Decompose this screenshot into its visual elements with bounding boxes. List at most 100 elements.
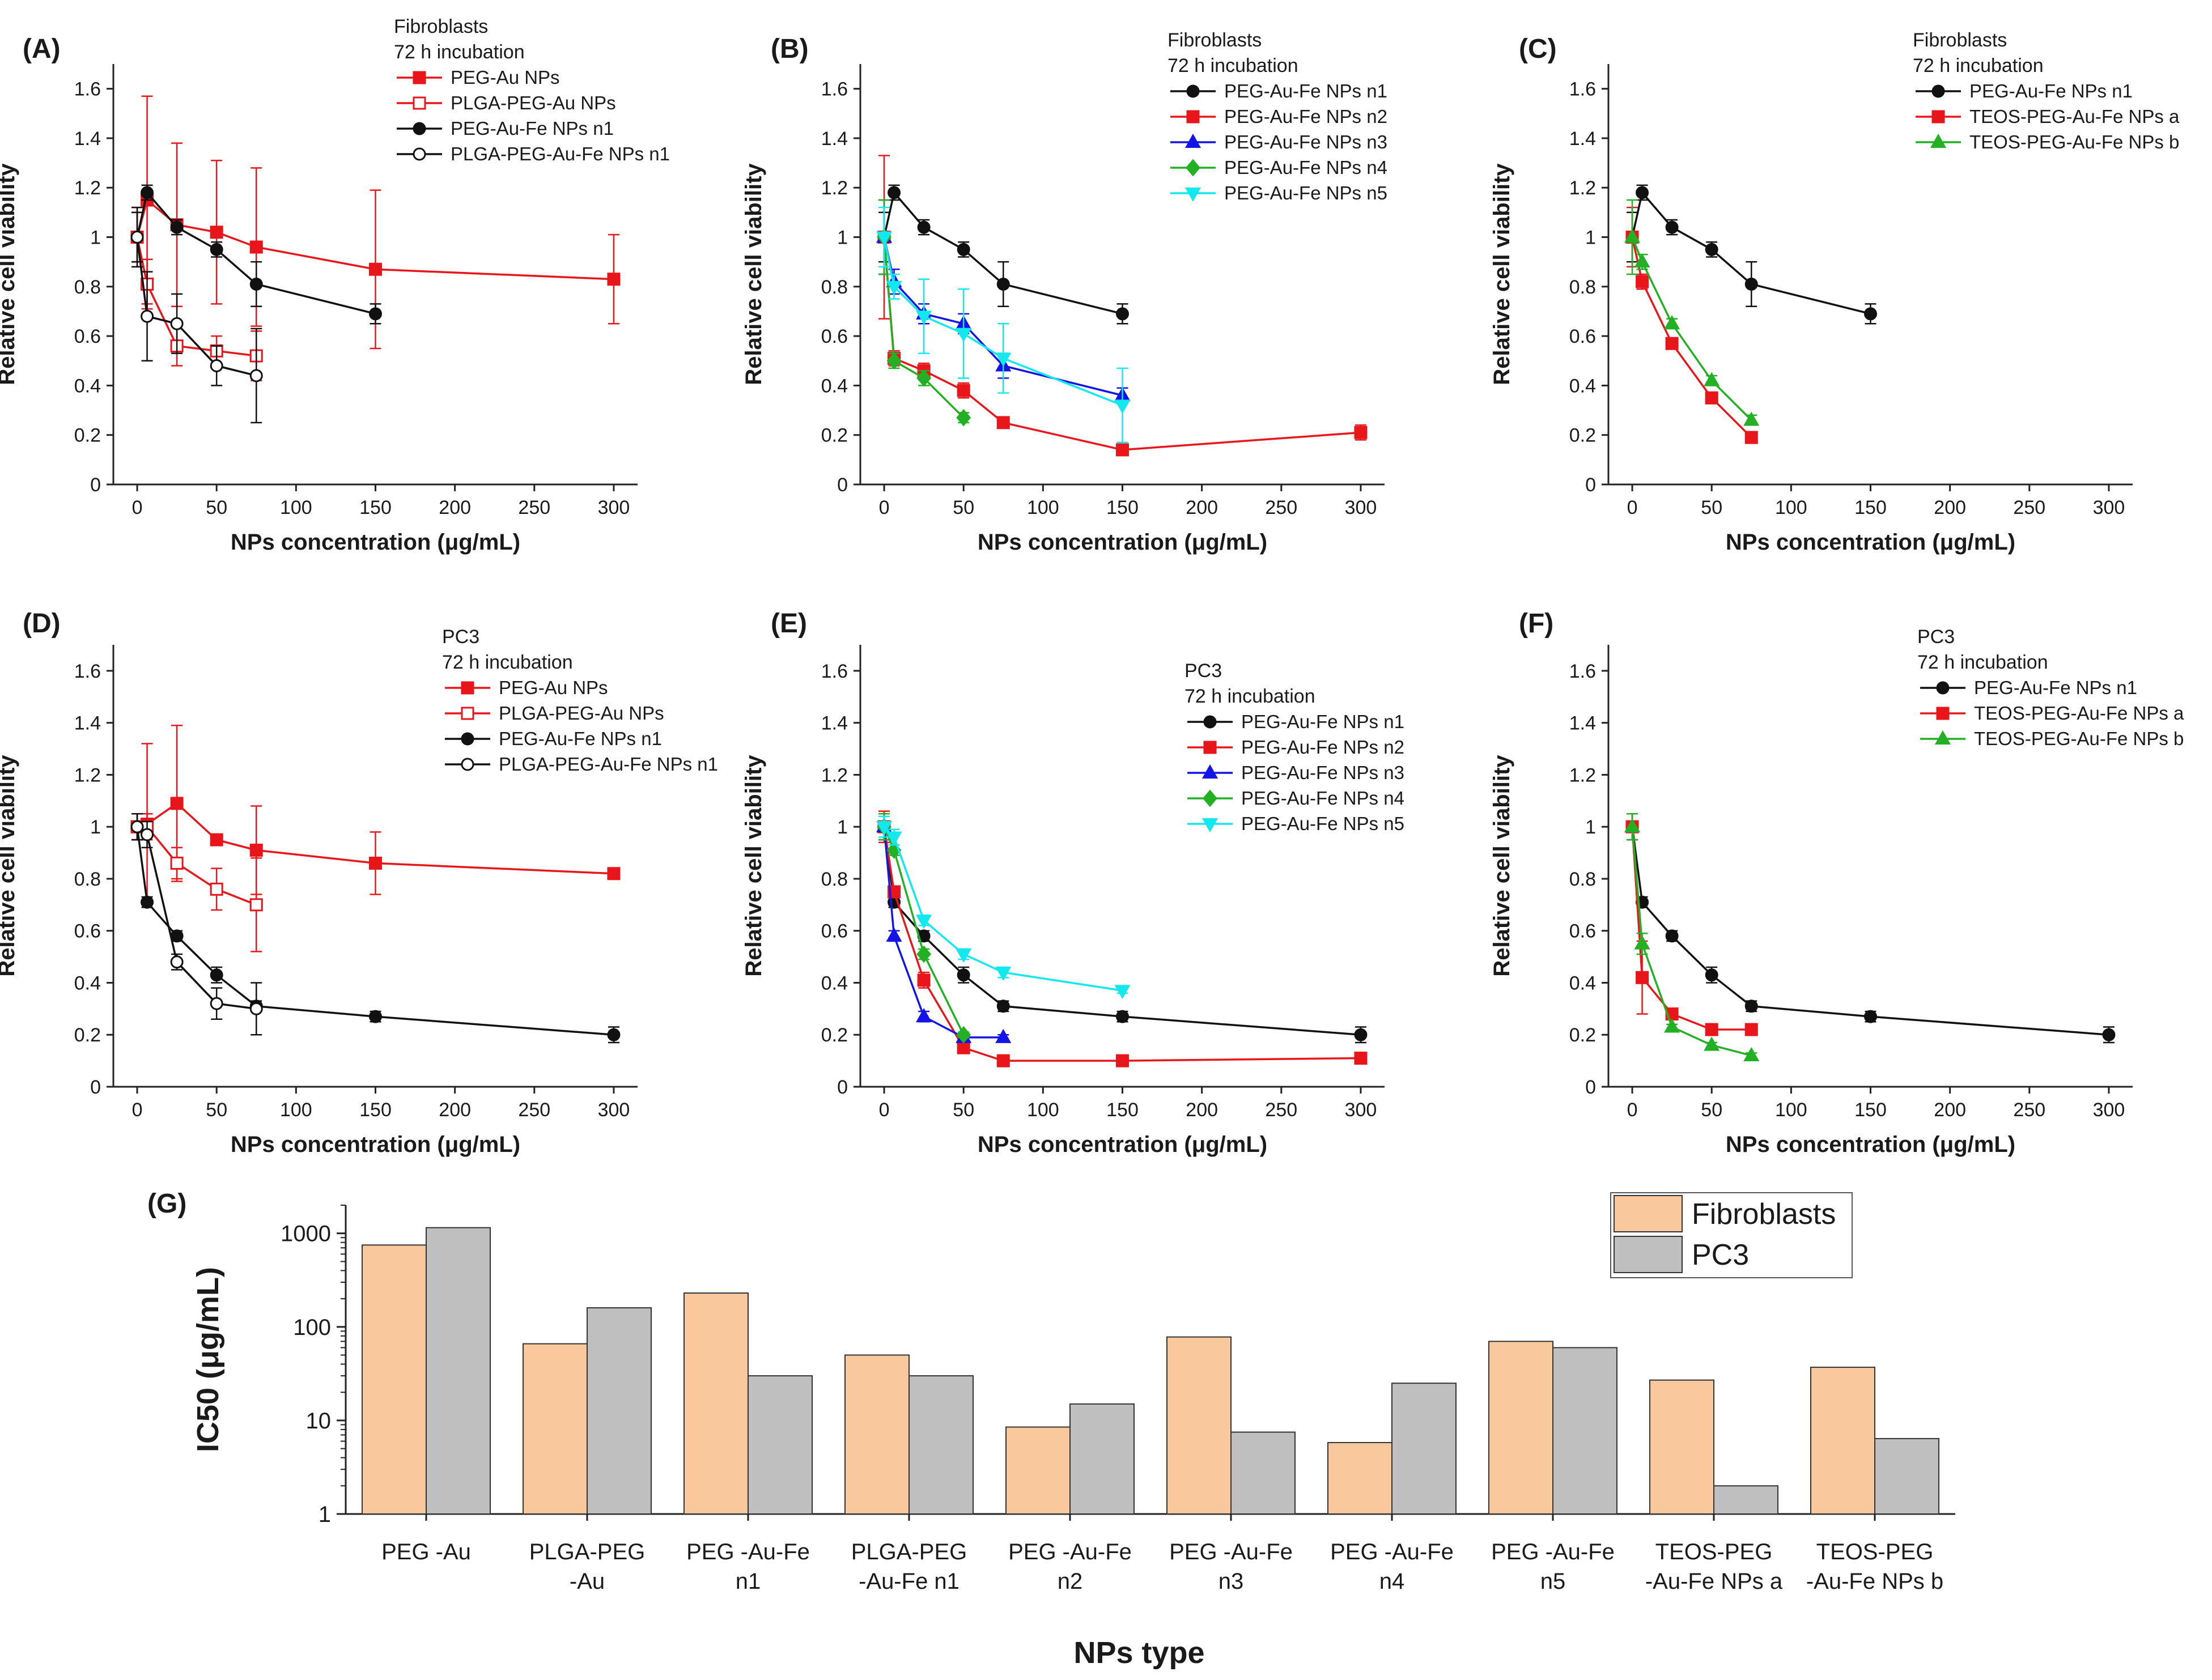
series-3 <box>130 206 263 424</box>
bar <box>1327 1441 1392 1515</box>
x-tick-label: PEG -Au-Fe <box>1008 1539 1132 1564</box>
data-point <box>141 309 154 323</box>
data-point <box>249 240 263 254</box>
series-line <box>1631 236 1752 421</box>
y-tick-label: 1.4 <box>74 713 101 734</box>
x-tick-label: 50 <box>953 1099 974 1121</box>
legend-label: PEG-Au-Fe NPs n5 <box>1224 182 1387 203</box>
y-tick-label: 0.2 <box>1569 1024 1596 1046</box>
data-point <box>995 352 1012 367</box>
y-tick-label: 1 <box>90 227 101 249</box>
data-point <box>210 997 223 1010</box>
data-point <box>995 1028 1012 1043</box>
x-tick-label: 50 <box>206 1099 227 1121</box>
series-line <box>883 826 965 1036</box>
legend-incubation: 72 h incubation <box>1184 686 1315 707</box>
data-point <box>210 882 223 896</box>
data-point <box>1116 1010 1129 1023</box>
legend-marker <box>1934 730 1951 745</box>
x-tick-label: 300 <box>598 497 630 518</box>
x-tick-label: n2 <box>1058 1569 1083 1594</box>
x-tick-label: 250 <box>518 1099 550 1121</box>
data-point <box>141 186 154 199</box>
data-point <box>917 973 931 987</box>
legend-incubation: 72 h incubation <box>394 41 525 63</box>
series-3 <box>130 813 263 1036</box>
data-point <box>916 915 932 929</box>
data-point <box>170 220 184 234</box>
panel-letter: (F) <box>1519 609 1553 639</box>
x-tick-label: 0 <box>132 1099 143 1121</box>
data-point <box>1744 1000 1758 1013</box>
legend-label: Fibroblasts <box>1692 1198 1836 1231</box>
series-line <box>136 826 257 1010</box>
legend-label: PEG-Au NPs <box>451 67 560 88</box>
data-point <box>886 280 902 295</box>
series-line <box>136 190 376 315</box>
legend-label: TEOS-PEG-Au-Fe NPs a <box>1969 106 2180 127</box>
line-chart-panel-5: 0 50 100 150 200 250 300 0 0.2 0.4 0.6 0.8 1 1.2 1.4 1.… <box>1489 609 2184 1157</box>
data-point <box>210 243 223 256</box>
line-chart-panel-3: 0 50 100 150 200 250 300 0 0.2 0.4 0.6 0.8 1 1.2 1.4 1.… <box>0 609 718 1157</box>
data-point <box>141 895 154 909</box>
data-point <box>1624 228 1641 243</box>
series-line <box>1631 827 1752 1031</box>
legend: Fibroblasts 72 h incubation PEG-Au-Fe NPs … <box>1913 29 2180 152</box>
y-axis-title: Relative cell viability <box>1489 755 1514 977</box>
legend-marker <box>1203 715 1217 729</box>
data-point <box>995 967 1012 981</box>
series-line <box>883 826 1361 1036</box>
data-point <box>1665 337 1679 350</box>
data-point <box>888 186 901 199</box>
data-point <box>956 409 971 427</box>
bar <box>1552 1347 1617 1515</box>
bar <box>426 1227 491 1515</box>
legend-swatch <box>1614 1195 1683 1232</box>
x-tick-label: PEG -Au-Fe <box>1169 1539 1293 1564</box>
legend-label: PEG-Au-Fe NPs n1 <box>1241 711 1404 732</box>
x-tick-label: PEG -Au <box>381 1539 471 1564</box>
legend-label: PEG-Au-Fe NPs n4 <box>1241 788 1404 809</box>
series-line <box>883 237 1123 406</box>
legend-incubation: 72 h incubation <box>1917 652 2048 673</box>
y-tick-label: 1.6 <box>74 661 101 682</box>
legend-cell-line: Fibroblasts <box>1167 29 1262 51</box>
legend-marker <box>1936 707 1950 720</box>
x-tick-label: TEOS-PEG <box>1816 1539 1934 1564</box>
series-line <box>136 237 257 357</box>
legend-label: PLGA-PEG-Au NPs <box>499 703 664 724</box>
data-point <box>956 1026 971 1044</box>
x-tick-label: 200 <box>1186 497 1218 518</box>
y-tick-label: 0 <box>1585 474 1596 496</box>
legend-cell-line: PC3 <box>1917 626 1955 648</box>
data-point <box>249 1002 263 1015</box>
y-tick-label: 0 <box>837 474 848 496</box>
data-point <box>1705 391 1718 405</box>
y-tick-label: 0.2 <box>821 425 848 446</box>
data-point <box>1634 935 1650 950</box>
bar <box>362 1244 427 1515</box>
legend-label: PEG-Au-Fe NPs n1 <box>451 118 614 139</box>
x-tick-label: 300 <box>2093 1099 2125 1121</box>
x-tick-label: 0 <box>1627 1099 1638 1121</box>
series-line <box>883 826 1361 1062</box>
bar-chart-panel: (G) 1 10 100 1000 IC50 (μg/mL) NPs type PEG -Au… <box>147 1189 1955 1670</box>
x-tick-label: 0 <box>879 1099 890 1121</box>
series-4 <box>876 815 1131 1000</box>
y-tick-label: 1.6 <box>1569 661 1596 682</box>
legend-label: TEOS-PEG-Au-Fe NPs a <box>1974 703 2184 724</box>
y-tick-label: 0.8 <box>1569 869 1596 890</box>
y-tick-label: 1.2 <box>821 764 848 786</box>
data-point <box>1664 315 1680 330</box>
data-point <box>1636 971 1649 984</box>
y-tick-label: 0.6 <box>74 921 101 942</box>
data-point <box>917 220 931 234</box>
legend-marker <box>1184 188 1201 202</box>
legend-label: PLGA-PEG-Au-Fe NPs n1 <box>499 754 718 775</box>
data-point <box>916 945 932 963</box>
x-tick-label: PEG -Au-Fe <box>1330 1539 1454 1564</box>
x-axis-title: NPs concentration (μg/mL) <box>978 530 1267 555</box>
y-axis-title: Relative cell viability <box>741 163 766 385</box>
x-tick-label: 100 <box>1775 1099 1807 1121</box>
